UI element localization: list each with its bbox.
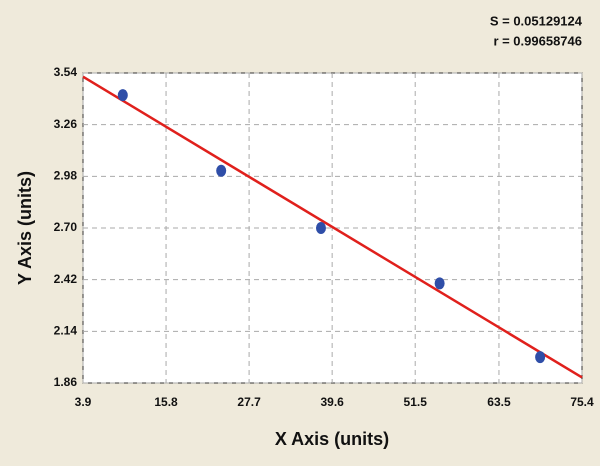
point — [535, 351, 546, 364]
x-tick-label: 51.5 — [404, 395, 428, 409]
x-axis-label: X Axis (units) — [275, 429, 389, 449]
y-tick-label: 2.14 — [54, 324, 78, 338]
y-tick-label: 3.54 — [54, 65, 78, 79]
y-axis-label: Y Axis (units) — [15, 171, 35, 285]
fit-line — [82, 75, 583, 379]
x-tick-label: 39.6 — [320, 395, 344, 409]
y-tick-label: 1.86 — [54, 375, 78, 389]
x-tick-label: 27.7 — [237, 395, 261, 409]
y-tick-label: 3.26 — [54, 117, 78, 131]
x-tick-label: 63.5 — [487, 395, 511, 409]
annotation: r = 0.99658746 — [493, 33, 582, 48]
annotation: S = 0.05129124 — [490, 13, 583, 28]
point — [315, 222, 326, 234]
y-tick-label: 2.42 — [54, 272, 78, 286]
x-tick-label: 15.8 — [154, 395, 178, 409]
point — [216, 164, 227, 177]
y-tick-label: 2.98 — [54, 169, 78, 183]
point — [117, 89, 128, 102]
x-tick-label: 3.9 — [75, 395, 92, 409]
point — [434, 277, 445, 290]
y-tick-label: 2.70 — [54, 220, 78, 234]
x-tick-label: 75.4 — [570, 395, 594, 409]
